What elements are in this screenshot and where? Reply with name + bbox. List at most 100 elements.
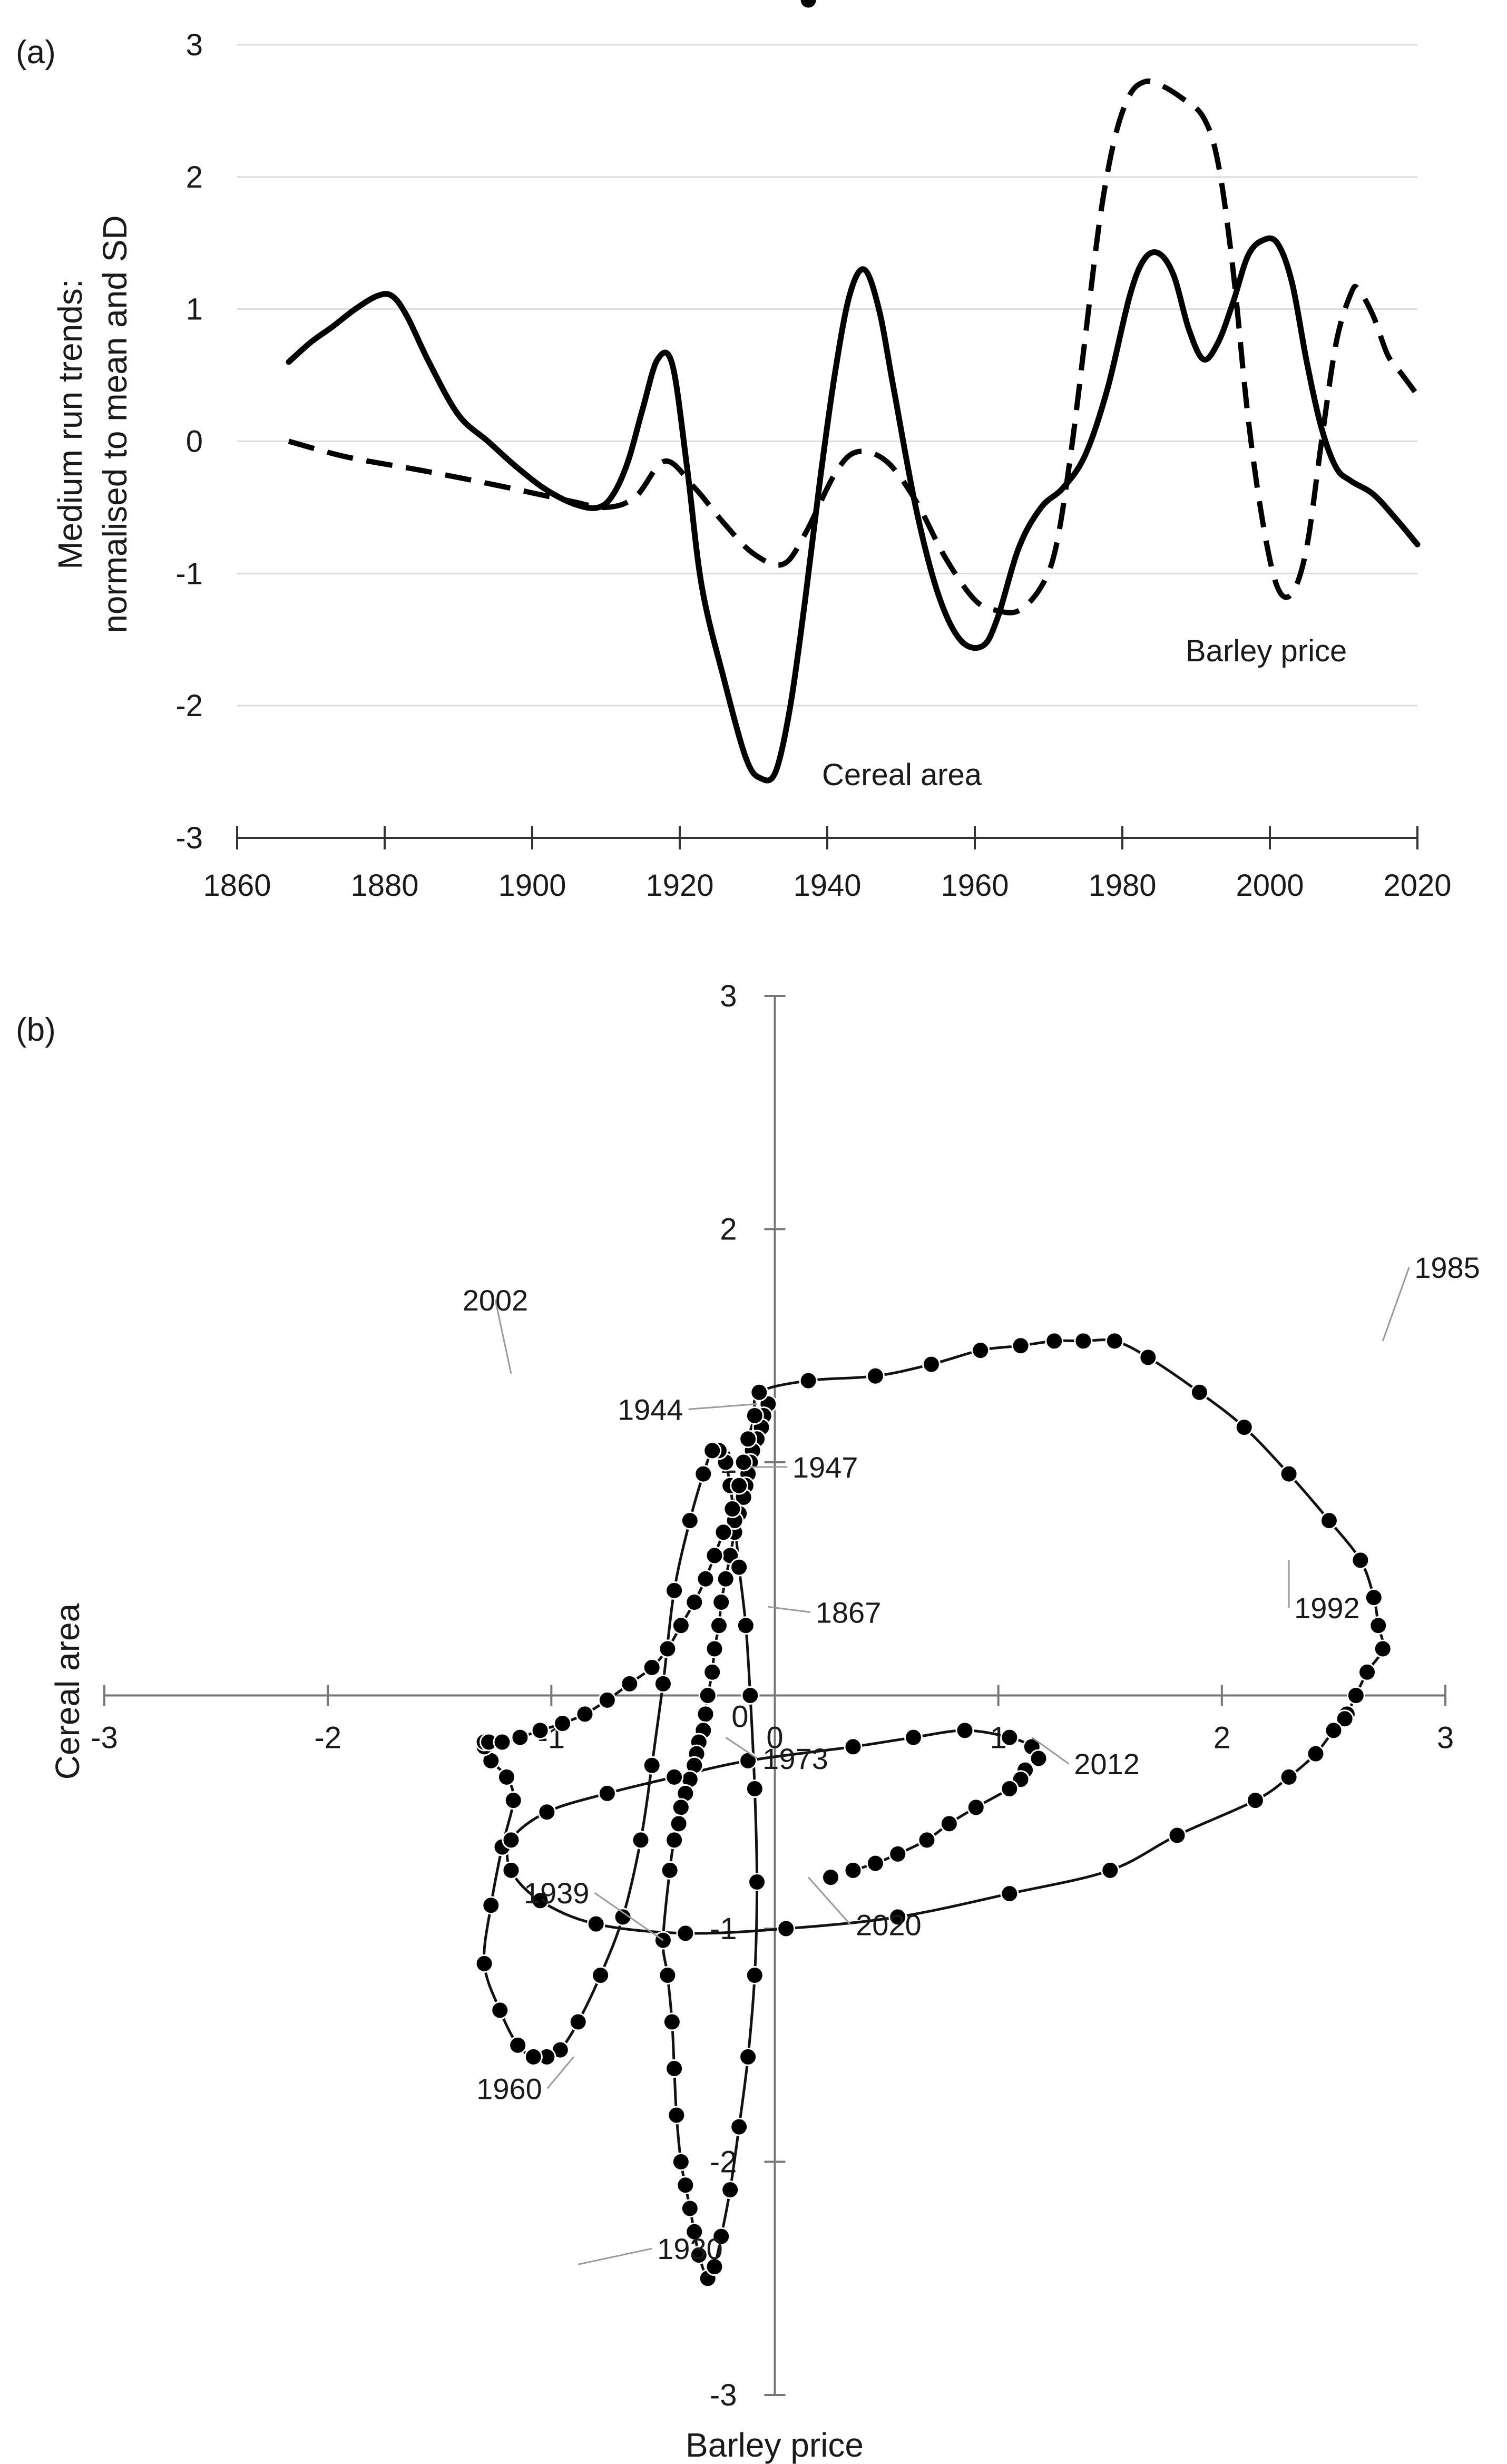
x-tick-label: 2 [1214,1721,1230,1755]
data-point [745,1406,764,1425]
panel-a-gridlines [237,44,1417,707]
data-point [888,1844,907,1863]
data-point [971,1341,990,1360]
data-point [662,2012,681,2031]
data-point [569,2012,588,2031]
year-label-leader [594,1892,664,1941]
data-point [712,2227,731,2246]
data-point [671,1798,690,1817]
x-tick-label: 2020 [1383,868,1451,903]
trajectory-line [482,1338,1385,2280]
year-label: 2012 [1074,1747,1140,1781]
data-point [665,2059,684,2078]
data-point [1279,1464,1298,1483]
data-point [705,1639,724,1658]
data-point [586,1914,605,1933]
data-point [653,1674,672,1693]
data-point [739,1430,758,1449]
panel-b-trajectory [482,1338,1385,2280]
data-point [667,2106,686,2125]
data-point [658,1639,677,1658]
data-point [748,1873,767,1891]
year-label: 2020 [856,1909,922,1942]
y-tick-label: 3 [720,979,737,1013]
data-point [922,1355,941,1374]
data-point [1364,1588,1383,1607]
panel-b-x-axis-title: Barley price [686,2426,864,2464]
data-point [511,1728,530,1747]
panel-a-y-ticks: -3 -2 -1 0 1 2 3 [175,28,203,855]
data-point [714,1523,733,1542]
data-point [665,1767,684,1786]
data-point [553,1714,572,1733]
data-point [739,2047,758,2066]
data-point [680,1511,699,1530]
data-point [703,1441,722,1460]
data-point [642,1756,661,1775]
data-point [1246,1791,1265,1810]
data-point [736,1616,755,1635]
data-point [741,1686,760,1705]
data-point [676,1924,695,1943]
data-point [531,1891,550,1910]
data-point [730,1476,749,1495]
panel-a-x-axis: 1860 1880 1900 1920 1940 1960 1980 2000 2020 [203,826,1452,903]
data-point [712,1593,731,1611]
y-tick-label: -1 [710,1912,737,1946]
data-point [660,1861,679,1880]
data-point [1045,1332,1064,1351]
data-point [1319,1511,1338,1530]
data-point [799,1371,818,1390]
data-point [1000,1884,1019,1903]
data-point [508,2036,527,2055]
year-label: 1985 [1414,1251,1480,1284]
data-point [1074,1332,1093,1351]
data-point [620,1674,639,1693]
data-point [703,1663,722,1681]
year-label: 1867 [816,1596,882,1629]
barley-price-series-label: Barley price [1186,634,1347,668]
data-point [777,1919,796,1938]
data-point [676,2176,695,2195]
data-point [642,1658,661,1677]
data-point [1029,1749,1048,1768]
data-point [844,1737,863,1756]
data-point [821,1868,840,1887]
barley-price-line [288,78,1420,615]
data-point [689,2246,708,2264]
panel-b-label: (b) [16,1012,56,1048]
data-point [685,1593,704,1611]
data-point [799,0,818,9]
data-point [940,1814,958,1833]
year-label: 1973 [762,1742,828,1775]
data-point [475,1954,494,1973]
year-label-leader [688,1403,757,1410]
data-point [631,1831,650,1850]
year-label-leader [1031,1736,1070,1765]
x-tick-label: 1920 [645,868,713,903]
data-point [658,1966,677,1984]
x-tick-label: 1940 [793,868,861,903]
data-point [716,1569,735,1588]
data-point [705,2257,724,2276]
data-point [721,2181,740,2199]
panel-b-y-axis-title: Cereal area [48,1603,86,1779]
year-label: 1960 [476,2072,542,2105]
data-point [524,2047,543,2066]
panel-a-y-axis-title-line2: normalised to mean and SD [96,215,134,633]
year-label-leader [725,1736,758,1759]
panel-a-y-axis-title-line1: Medium run trends: [51,279,89,569]
year-label-leader [546,2056,574,2089]
panel-a-label: (a) [16,34,56,71]
y-tick-label: -3 [175,821,203,855]
data-point [680,2199,699,2218]
data-point [497,1767,516,1786]
cereal-area-series-label: Cereal area [822,758,982,792]
data-point [591,1966,610,1984]
y-tick-label: 1 [186,292,203,327]
data-point [1324,1721,1343,1740]
year-label: 1939 [524,1876,590,1910]
